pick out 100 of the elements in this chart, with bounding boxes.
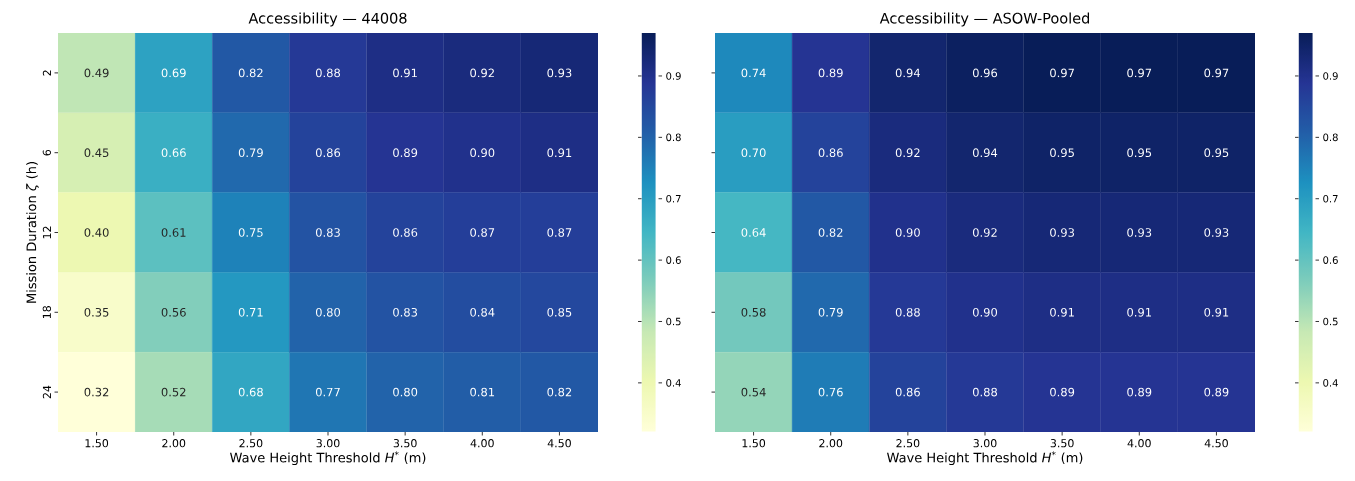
data-label: 0.87 — [547, 228, 572, 237]
data-label: 0.94 — [895, 68, 921, 78]
x-axis-title: Wave Height Threshold H$^{*}$ (m) — [887, 451, 1083, 466]
data-label: 0.80 — [315, 307, 341, 317]
data-label: 0.90 — [470, 148, 495, 158]
x-tick-label: 3.00 — [973, 439, 997, 448]
data-label: 0.91 — [1050, 307, 1074, 317]
data-label: 0.87 — [470, 228, 495, 237]
data-label: 0.91 — [547, 148, 572, 158]
x-tick-label: 3.50 — [1050, 439, 1074, 448]
color-bar-label: 0.5 — [1323, 317, 1338, 326]
data-label: 0.89 — [1127, 387, 1152, 397]
data-label: 0.92 — [895, 148, 920, 158]
y-tick-label: 6 — [42, 149, 51, 156]
color-bar-label: 0.8 — [1323, 133, 1338, 142]
data-label: 0.68 — [238, 387, 263, 397]
data-label: 0.69 — [161, 68, 186, 78]
color-bar-label: 0.5 — [666, 317, 681, 326]
data-label: 0.86 — [895, 387, 920, 397]
data-label: 0.90 — [972, 307, 998, 317]
data-label: 0.86 — [315, 148, 341, 158]
color-bar-label: 0.6 — [1323, 256, 1338, 264]
data-label: 0.97 — [1050, 68, 1074, 78]
data-label: 0.71 — [238, 307, 263, 317]
x-tick-label: 3.50 — [393, 439, 417, 448]
color-bar-label: 0.7 — [666, 194, 681, 203]
color-bar-label: 0.4 — [666, 379, 681, 387]
x-tick-label: 4.00 — [1127, 439, 1151, 448]
data-label: 0.95 — [1050, 148, 1074, 158]
data-label: 0.84 — [470, 307, 495, 317]
data-label: 0.91 — [1127, 307, 1152, 317]
x-tick-label: 2.50 — [239, 439, 263, 448]
data-label: 0.82 — [238, 68, 263, 78]
data-label: 0.96 — [972, 68, 998, 78]
y-tick-label: 2 — [42, 70, 51, 76]
color-bar-label: 0.9 — [1323, 72, 1338, 80]
data-label: 0.81 — [470, 387, 495, 397]
y-axis-title: Mission Duration ζ (h) — [26, 162, 39, 303]
data-label: 0.92 — [470, 68, 494, 78]
data-label: 0.52 — [161, 387, 186, 397]
data-label: 0.77 — [315, 387, 340, 397]
data-label: 0.79 — [238, 148, 263, 158]
y-tick-label: 12 — [42, 226, 51, 239]
data-label: 0.95 — [1127, 148, 1152, 158]
data-label: 0.66 — [161, 148, 186, 158]
data-label: 0.49 — [84, 68, 109, 78]
x-tick-label: 3.00 — [316, 439, 340, 448]
data-label: 0.35 — [84, 307, 109, 317]
data-label: 0.86 — [818, 148, 843, 158]
data-label: 0.83 — [315, 228, 340, 237]
x-tick-label: 4.50 — [547, 439, 571, 448]
data-label: 0.64 — [741, 228, 766, 237]
data-label: 0.89 — [818, 68, 843, 78]
chart-title: Accessibility — ASOW-Pooled — [879, 12, 1090, 27]
data-label: 0.91 — [393, 68, 417, 78]
data-label: 0.40 — [84, 228, 109, 237]
color-bar-label: 0.8 — [666, 133, 681, 142]
color-bar-label: 0.6 — [666, 256, 681, 264]
y-tick-label: 24 — [42, 385, 51, 399]
data-label: 0.94 — [972, 148, 998, 158]
data-label: 0.32 — [84, 387, 109, 397]
data-label: 0.82 — [818, 228, 843, 237]
data-label: 0.54 — [741, 387, 766, 397]
color-bar-label: 0.7 — [1323, 194, 1338, 203]
data-label: 0.97 — [1127, 68, 1152, 78]
data-label: 0.88 — [895, 307, 920, 317]
data-label: 0.89 — [1050, 387, 1075, 397]
x-tick-label: 2.00 — [819, 439, 843, 448]
data-label: 0.74 — [741, 68, 766, 78]
x-tick-label: 1.50 — [742, 439, 766, 448]
data-label: 0.92 — [972, 228, 997, 237]
chart-title: Accessibility — 44008 — [248, 12, 407, 27]
data-label: 0.82 — [547, 387, 572, 397]
data-label: 0.90 — [895, 228, 920, 237]
data-label: 0.80 — [393, 387, 418, 397]
data-label: 0.75 — [238, 228, 263, 237]
data-label: 0.86 — [393, 228, 418, 237]
data-label: 0.89 — [393, 148, 418, 158]
color-bar-label: 0.9 — [666, 72, 681, 80]
data-label: 0.95 — [1204, 148, 1229, 158]
data-label: 0.93 — [1050, 228, 1075, 237]
data-label: 0.79 — [818, 307, 843, 317]
data-label: 0.61 — [161, 228, 186, 237]
data-label: 0.70 — [741, 148, 766, 158]
data-label: 0.93 — [547, 68, 572, 78]
x-tick-label: 4.00 — [470, 439, 494, 448]
x-tick-label: 2.50 — [896, 439, 920, 448]
data-label: 0.88 — [972, 387, 998, 397]
x-tick-label: 1.50 — [85, 439, 109, 448]
y-tick-label: 18 — [42, 306, 51, 319]
data-label: 0.88 — [315, 68, 341, 78]
data-label: 0.56 — [161, 307, 186, 317]
data-label: 0.45 — [84, 148, 109, 158]
x-tick-label: 4.50 — [1204, 439, 1228, 448]
color-bar-label: 0.4 — [1323, 379, 1338, 387]
data-label: 0.93 — [1204, 228, 1229, 237]
data-label: 0.83 — [393, 307, 418, 317]
x-axis-title: Wave Height Threshold H$^{*}$ (m) — [230, 451, 426, 466]
data-label: 0.93 — [1127, 228, 1152, 237]
data-label: 0.97 — [1204, 68, 1229, 78]
